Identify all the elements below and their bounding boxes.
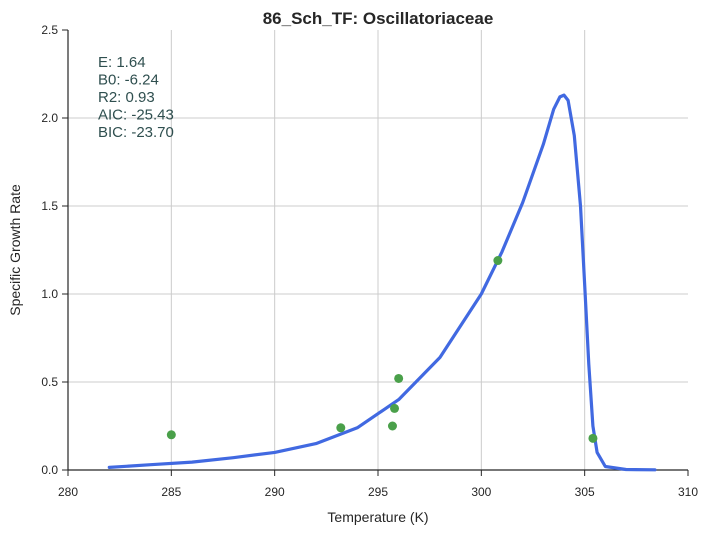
stat-line: BIC: -23.70 (98, 124, 174, 141)
x-tick-label: 285 (161, 485, 181, 499)
tick-labels: 280 285 290 295 300 305 310 0.0 0.5 1.0 1.5 2.0 2.5 (41, 23, 698, 499)
fit-curve (107, 93, 657, 472)
data-point (588, 433, 598, 443)
y-axis-label: Specific Growth Rate (7, 184, 23, 316)
x-axis-label: Temperature (K) (327, 509, 428, 525)
x-tick-label: 310 (678, 485, 698, 499)
data-point (387, 421, 397, 431)
data-point (166, 430, 176, 440)
axes (62, 29, 689, 476)
y-tick-label: 0.5 (41, 375, 58, 389)
y-tick-label: 2.5 (41, 23, 58, 37)
stat-line: B0: -6.24 (98, 72, 159, 89)
y-tick-label: 1.0 (41, 287, 58, 301)
fit-curve-layer (107, 93, 657, 472)
x-tick-label: 290 (265, 485, 285, 499)
y-tick-label: 1.5 (41, 199, 58, 213)
stat-line: R2: 0.93 (98, 89, 155, 106)
stat-line: E: 1.64 (98, 54, 146, 71)
x-tick-label: 305 (575, 485, 595, 499)
y-tick-label: 0.0 (41, 463, 58, 477)
data-point (394, 373, 404, 383)
data-point (336, 423, 346, 433)
y-tick-label: 2.0 (41, 111, 58, 125)
chart-title: 86_Sch_TF: Oscillatoriaceae (263, 9, 494, 28)
data-points-layer (166, 256, 598, 443)
data-point (390, 403, 400, 413)
x-tick-label: 280 (58, 485, 78, 499)
x-tick-label: 295 (368, 485, 388, 499)
x-tick-label: 300 (471, 485, 491, 499)
data-point (493, 256, 503, 266)
gridlines (68, 30, 688, 470)
stat-line: AIC: -25.43 (98, 107, 174, 124)
